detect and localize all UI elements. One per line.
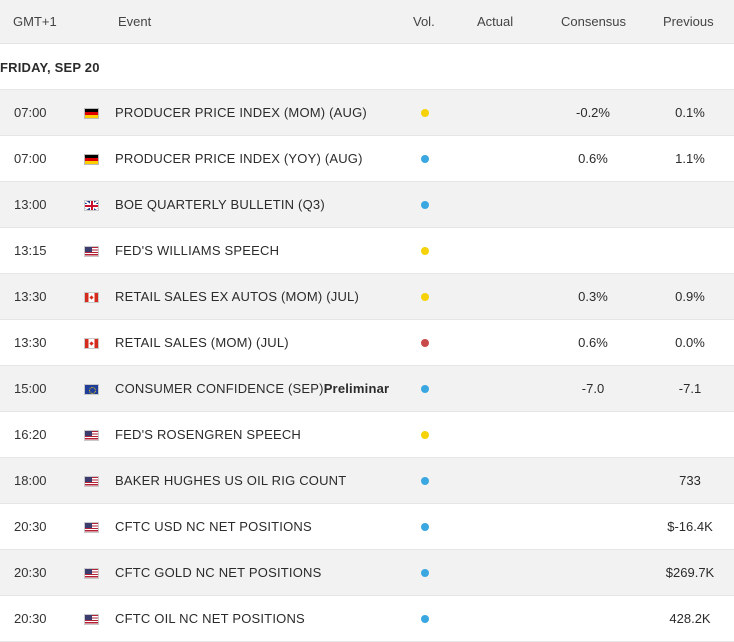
event-time: 07:00 (14, 151, 47, 166)
us-flag (84, 246, 99, 257)
event-row[interactable]: 15:00 CONSUMER CONFIDENCE (SEP)Preliminar… (0, 366, 734, 412)
actual-column-header: Actual (477, 14, 514, 29)
previous-value: 733 (679, 473, 701, 488)
event-name[interactable]: CFTC GOLD NC NET POSITIONS (115, 565, 321, 580)
consensus-value: 0.3% (578, 289, 608, 304)
volatility-dot-icon (421, 615, 429, 623)
volatility-dot-icon (421, 109, 429, 117)
consensus-value: 0.6% (578, 335, 608, 350)
event-time: 20:30 (14, 565, 47, 580)
us-flag (84, 522, 99, 533)
previous-value: 1.1% (675, 151, 705, 166)
event-time: 13:30 (14, 289, 47, 304)
volatility-dot-icon (421, 431, 429, 439)
event-time: 13:15 (14, 243, 47, 258)
event-name[interactable]: PRODUCER PRICE INDEX (YOY) (AUG) (115, 151, 363, 166)
event-name-text: CFTC GOLD NC NET POSITIONS (115, 565, 322, 580)
event-qualifier: Preliminar (323, 381, 390, 396)
event-name[interactable]: CONSUMER CONFIDENCE (SEP)Preliminar (115, 381, 389, 396)
consensus-column-header: Consensus (561, 14, 627, 29)
us-flag (84, 614, 99, 625)
volatility-dot-icon (421, 569, 429, 577)
event-name[interactable]: RETAIL SALES (MOM) (JUL) (115, 335, 289, 350)
event-name-text: BOE QUARTERLY BULLETIN (Q3) (115, 197, 325, 212)
date-label: FRIDAY, SEP 20 (0, 60, 100, 75)
germany-flag (84, 154, 99, 165)
calendar-header: GMT+1 Event Vol. Actual Consensus Previo… (0, 0, 734, 44)
event-list: 07:00 PRODUCER PRICE INDEX (MOM) (AUG) -0.… (0, 90, 734, 642)
previous-value: 428.2K (669, 611, 711, 626)
event-name-text: CONSUMER CONFIDENCE (SEP) (115, 381, 324, 396)
event-name-text: FED'S ROSENGREN SPEECH (115, 427, 302, 442)
event-row[interactable]: 07:00 PRODUCER PRICE INDEX (YOY) (AUG) 0.6… (0, 136, 734, 182)
germany-flag (84, 108, 99, 119)
event-row[interactable]: 13:00 BOE QUARTERLY BULLETIN (Q3) (0, 182, 734, 228)
us-flag (84, 568, 99, 579)
event-time: 18:00 (14, 473, 47, 488)
consensus-value: -0.2% (576, 105, 610, 120)
volatility-dot-icon (421, 523, 429, 531)
event-name-text: RETAIL SALES (MOM) (JUL) (115, 335, 289, 350)
event-name-text: BAKER HUGHES US OIL RIG COUNT (115, 473, 347, 488)
event-time: 20:30 (14, 519, 47, 534)
previous-value: -7.1 (678, 381, 702, 396)
event-name[interactable]: FED'S WILLIAMS SPEECH (115, 243, 279, 258)
volatility-dot-icon (421, 247, 429, 255)
event-row[interactable]: 07:00 PRODUCER PRICE INDEX (MOM) (AUG) -0.… (0, 90, 734, 136)
previous-value: $-16.4K (667, 519, 713, 534)
volatility-column-header: Vol. (413, 14, 435, 29)
eu-flag (84, 384, 99, 395)
volatility-dot-icon (421, 477, 429, 485)
event-name[interactable]: PRODUCER PRICE INDEX (MOM) (AUG) (115, 105, 367, 120)
uk-flag (84, 200, 99, 211)
consensus-value: -7.0 (581, 381, 605, 396)
event-time: 07:00 (14, 105, 47, 120)
event-time: 15:00 (14, 381, 47, 396)
event-name-text: RETAIL SALES EX AUTOS (MOM) (JUL) (115, 289, 360, 304)
event-row[interactable]: 13:30 RETAIL SALES EX AUTOS (MOM) (JUL) 0.… (0, 274, 734, 320)
previous-value: 0.1% (675, 105, 705, 120)
us-flag (84, 430, 99, 441)
previous-value: 0.9% (675, 289, 705, 304)
event-name-text: PRODUCER PRICE INDEX (MOM) (AUG) (115, 105, 367, 120)
event-row[interactable]: 13:15 FED'S WILLIAMS SPEECH (0, 228, 734, 274)
timezone-header[interactable]: GMT+1 (13, 14, 57, 29)
previous-value: 0.0% (675, 335, 705, 350)
us-flag (84, 476, 99, 487)
volatility-dot-icon (421, 339, 429, 347)
event-name-text: PRODUCER PRICE INDEX (YOY) (AUG) (115, 151, 363, 166)
event-name-text: CFTC USD NC NET POSITIONS (115, 519, 312, 534)
event-time: 13:30 (14, 335, 47, 350)
date-group-header: FRIDAY, SEP 20 (0, 44, 734, 90)
event-time: 13:00 (14, 197, 47, 212)
event-time: 16:20 (14, 427, 47, 442)
event-row[interactable]: 20:30 CFTC OIL NC NET POSITIONS 428.2K (0, 596, 734, 642)
event-name[interactable]: BAKER HUGHES US OIL RIG COUNT (115, 473, 346, 488)
consensus-value: 0.6% (578, 151, 608, 166)
event-time: 20:30 (14, 611, 47, 626)
volatility-dot-icon (421, 155, 429, 163)
event-name-text: FED'S WILLIAMS SPEECH (115, 243, 280, 258)
event-column-header: Event (118, 14, 152, 29)
event-row[interactable]: 16:20 FED'S ROSENGREN SPEECH (0, 412, 734, 458)
previous-column-header: Previous (663, 14, 714, 29)
volatility-dot-icon (421, 293, 429, 301)
event-row[interactable]: 18:00 BAKER HUGHES US OIL RIG COUNT 733 (0, 458, 734, 504)
event-name[interactable]: CFTC USD NC NET POSITIONS (115, 519, 312, 534)
event-row[interactable]: 20:30 CFTC USD NC NET POSITIONS $-16.4K (0, 504, 734, 550)
event-row[interactable]: 13:30 RETAIL SALES (MOM) (JUL) 0.6% 0.0% (0, 320, 734, 366)
volatility-dot-icon (421, 201, 429, 209)
previous-value: $269.7K (665, 565, 715, 580)
canada-flag (84, 292, 99, 303)
event-name[interactable]: BOE QUARTERLY BULLETIN (Q3) (115, 197, 325, 212)
event-name[interactable]: CFTC OIL NC NET POSITIONS (115, 611, 305, 626)
event-name[interactable]: FED'S ROSENGREN SPEECH (115, 427, 301, 442)
volatility-dot-icon (421, 385, 429, 393)
event-name[interactable]: RETAIL SALES EX AUTOS (MOM) (JUL) (115, 289, 359, 304)
event-row[interactable]: 20:30 CFTC GOLD NC NET POSITIONS $269.7K (0, 550, 734, 596)
canada-flag (84, 338, 99, 349)
event-name-text: CFTC OIL NC NET POSITIONS (115, 611, 305, 626)
